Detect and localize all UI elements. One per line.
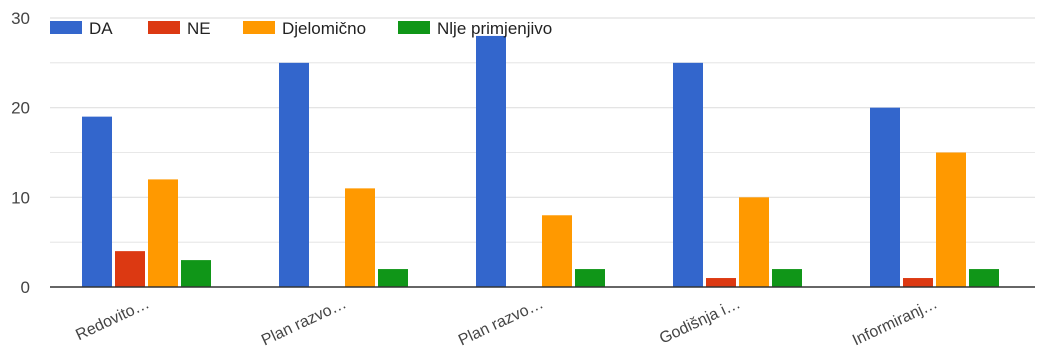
y-tick-label: 20	[11, 99, 30, 118]
bar	[936, 153, 966, 288]
bar	[476, 36, 506, 287]
x-tick-label: Redovito…	[73, 295, 152, 344]
y-tick-label: 30	[11, 9, 30, 28]
bar	[378, 269, 408, 287]
bar	[575, 269, 605, 287]
legend-label: DA	[89, 19, 113, 38]
bar	[345, 188, 375, 287]
bar	[82, 117, 112, 287]
y-tick-label: 10	[11, 188, 30, 207]
bar	[870, 108, 900, 287]
bars	[82, 36, 999, 287]
legend: DA NE Djelomično Nlje primjenjivo	[50, 19, 552, 38]
bar	[115, 251, 145, 287]
legend-label: Djelomično	[282, 19, 366, 38]
bar	[706, 278, 736, 287]
bar	[279, 63, 309, 287]
bar	[772, 269, 802, 287]
x-tick-label: Plan razvo…	[456, 295, 546, 349]
y-tick-label: 0	[21, 278, 30, 297]
bar	[148, 179, 178, 287]
bar	[542, 215, 572, 287]
legend-swatch	[50, 21, 82, 34]
legend-label: NE	[187, 19, 211, 38]
bar	[181, 260, 211, 287]
x-tick-label: Godišnja i…	[657, 295, 743, 347]
bar	[903, 278, 933, 287]
bar	[969, 269, 999, 287]
legend-label: Nlje primjenjivo	[437, 19, 552, 38]
x-tick-label: Informiranj…	[850, 295, 940, 349]
x-tick-label: Plan razvo…	[259, 295, 349, 349]
legend-swatch	[243, 21, 275, 34]
legend-swatch	[398, 21, 430, 34]
bar	[673, 63, 703, 287]
bar	[739, 197, 769, 287]
legend-swatch	[148, 21, 180, 34]
